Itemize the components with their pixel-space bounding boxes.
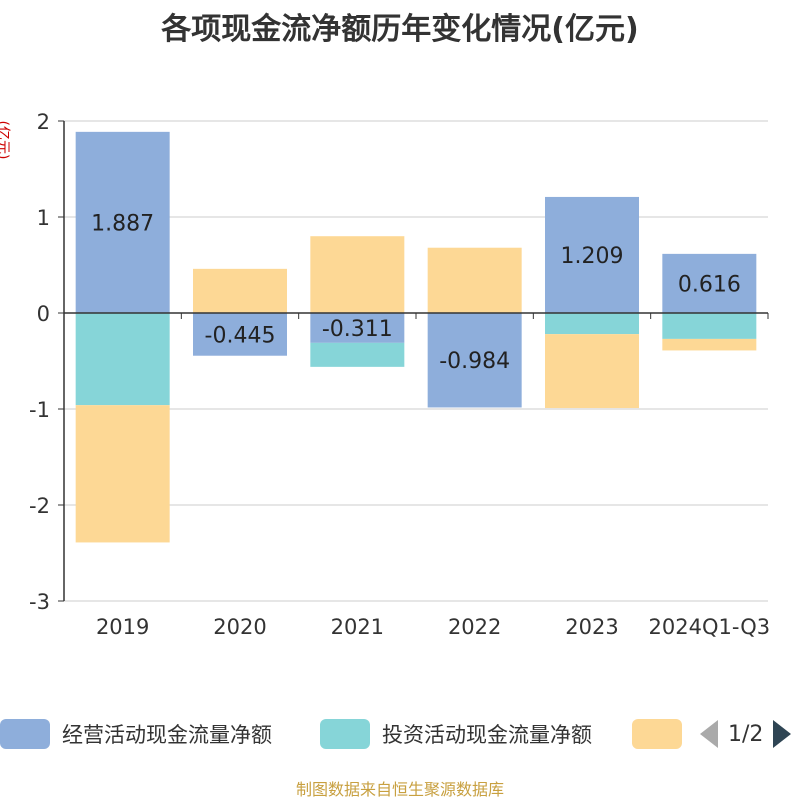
- bar-series-2-2021: [310, 236, 405, 313]
- legend-label-operating: 经营活动现金流量净额: [62, 723, 272, 747]
- chart-title: 各项现金流净额历年变化情况(亿元): [161, 12, 639, 47]
- x-tick-label: 2024Q1-Q3: [649, 615, 771, 639]
- legend-item-operating[interactable]: 经营活动现金流量净额: [0, 716, 272, 752]
- bar-series-2-2019: [75, 405, 170, 543]
- data-label: 1.209: [561, 244, 624, 269]
- bar-series-0-2021: [310, 313, 405, 343]
- bar-series-2-2022: [427, 247, 522, 313]
- legend-item-investing[interactable]: 投资活动现金流量净额: [320, 716, 592, 752]
- data-label: 0.616: [678, 272, 741, 297]
- legend-pager: 1/2: [700, 720, 792, 748]
- data-source-note: 制图数据来自恒生聚源数据库: [295, 780, 504, 799]
- data-label: 1.887: [91, 211, 154, 236]
- legend-next-page-icon[interactable]: [773, 720, 792, 748]
- y-tick-label: 2: [37, 110, 50, 134]
- legend-prev-page-icon[interactable]: [700, 720, 718, 748]
- x-tick-label: 2019: [96, 615, 149, 639]
- x-tick-label: 2021: [331, 615, 384, 639]
- bar-series-1-2023: [545, 313, 639, 335]
- x-tick-label: 2020: [213, 615, 266, 639]
- legend-item-financing[interactable]: [632, 716, 682, 752]
- y-tick-label: -2: [29, 494, 50, 518]
- data-label: -0.984: [439, 349, 510, 374]
- legend-swatch-operating: [0, 719, 50, 749]
- bar-series-2-2020: [193, 268, 287, 313]
- y-tick-label: -1: [29, 398, 50, 422]
- legend-swatch-financing: [632, 719, 682, 749]
- data-label: -0.445: [205, 323, 276, 348]
- legend: 经营活动现金流量净额 投资活动现金流量净额 1/2: [0, 716, 800, 756]
- bar-series-0-2023: [545, 196, 639, 313]
- bar-series-1-2021: [310, 342, 405, 367]
- legend-page-indicator: 1/2: [728, 721, 764, 747]
- legend-label-investing: 投资活动现金流量净额: [382, 723, 592, 747]
- y-tick-label: -3: [29, 590, 50, 614]
- bar-series-2-2023: [545, 334, 639, 409]
- y-tick-label: 1: [37, 206, 50, 230]
- x-tick-label: 2022: [448, 615, 501, 639]
- data-label: -0.311: [322, 317, 393, 342]
- bar-series-0-2020: [193, 313, 287, 356]
- legend-swatch-investing: [320, 719, 370, 749]
- y-tick-label: 0: [37, 302, 50, 326]
- bar-series-0-2019: [75, 131, 170, 313]
- bar-series-2-2024Q1-Q3: [662, 338, 757, 351]
- x-tick-label: 2023: [565, 615, 618, 639]
- bar-series-0-2024Q1-Q3: [662, 253, 757, 313]
- bar-chart: 2 1 0 -1 -2 -3 2019 2020 2021 2022 2023 2024Q1-Q3 1…: [29, 110, 771, 639]
- bar-series-0-2022: [427, 313, 522, 408]
- bar-series-1-2019: [75, 313, 170, 406]
- bar-series-1-2024Q1-Q3: [662, 313, 757, 339]
